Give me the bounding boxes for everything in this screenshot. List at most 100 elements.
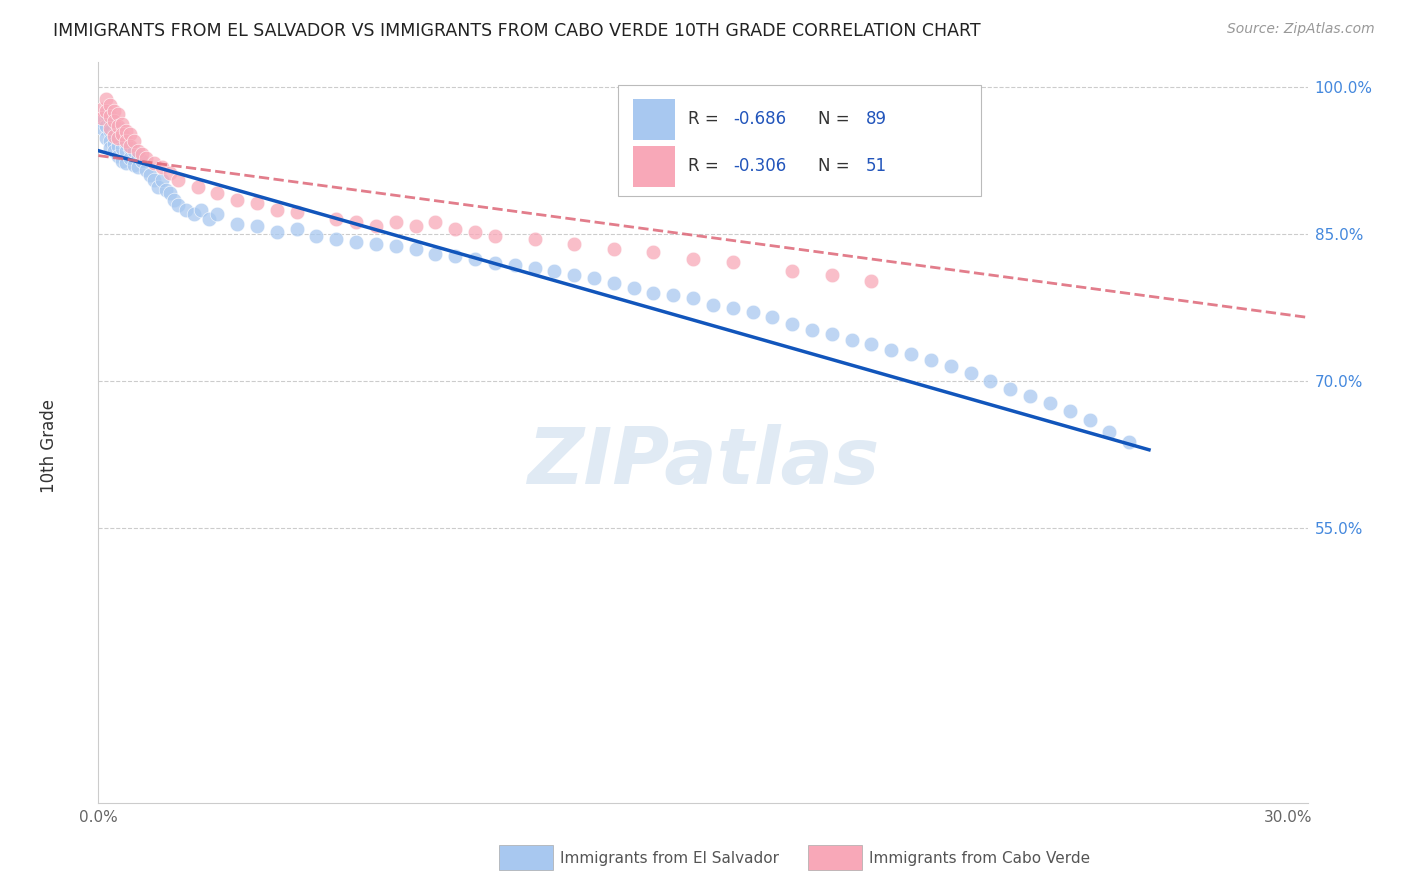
Point [702,298,724,312]
Point [1118,434,1140,449]
Point [120,151,142,165]
Point [91,114,114,128]
Point [150,173,173,187]
Text: Immigrants from El Salvador: Immigrants from El Salvador [560,851,779,865]
Point [821,268,844,283]
Text: 89: 89 [866,111,887,128]
Point [98,97,121,112]
Point [115,136,138,151]
Point [682,291,704,305]
Point [780,264,803,278]
Point [405,219,427,234]
FancyBboxPatch shape [633,146,675,186]
Point [163,193,186,207]
Point [111,117,134,131]
Point [900,347,922,361]
Point [603,242,626,256]
Point [860,337,883,351]
Point [523,261,546,276]
Point [96,92,118,106]
FancyBboxPatch shape [633,99,675,140]
Point [103,114,125,128]
Point [1098,425,1121,439]
Point [325,232,347,246]
Point [285,222,308,236]
Point [190,202,212,217]
Point [198,212,221,227]
Point [1019,389,1042,403]
Point [543,264,565,278]
Point [155,183,177,197]
Point [98,109,121,123]
Point [344,215,367,229]
Point [98,121,121,136]
Point [841,333,863,347]
FancyBboxPatch shape [619,85,981,195]
Point [103,136,125,151]
Point [91,112,114,126]
Point [662,288,685,302]
Point [107,107,129,121]
Point [115,156,138,170]
Point [142,173,165,187]
Text: R =: R = [689,111,724,128]
Point [741,305,763,319]
Point [444,222,467,236]
Text: Immigrants from Cabo Verde: Immigrants from Cabo Verde [869,851,1090,865]
Point [122,134,145,148]
Point [107,138,129,153]
Point [120,127,142,141]
Point [96,131,118,145]
Point [159,166,181,180]
Point [246,219,269,234]
Point [761,310,783,325]
Point [1059,403,1081,417]
Point [135,151,157,165]
Point [344,235,367,249]
Point [131,153,153,168]
Text: -0.306: -0.306 [734,157,786,175]
Point [115,124,138,138]
Point [444,249,467,263]
Point [484,229,506,244]
Point [103,104,125,119]
Point [643,244,665,259]
Point [111,153,134,168]
Point [503,259,526,273]
Point [142,156,165,170]
Text: 10th Grade: 10th Grade [41,399,58,493]
Point [111,141,134,155]
Point [425,246,447,260]
Point [364,236,387,251]
Point [246,195,269,210]
Point [107,148,129,162]
Point [166,197,188,211]
Point [582,271,605,285]
Point [135,163,157,178]
Point [266,225,288,239]
Point [96,104,118,119]
Point [127,161,149,175]
Point [103,128,125,143]
Point [979,374,1001,388]
Point [226,193,249,207]
Point [131,146,153,161]
Point [120,138,142,153]
Point [115,144,138,158]
Point [562,236,585,251]
Point [159,186,181,200]
Point [364,219,387,234]
Point [98,141,121,155]
Point [860,274,883,288]
Point [464,252,486,266]
Point [91,121,114,136]
Point [305,229,328,244]
Point [384,215,406,229]
Point [603,276,626,290]
Text: R =: R = [689,157,724,175]
Point [801,323,824,337]
Point [98,134,121,148]
Point [484,256,506,270]
Point [643,285,665,300]
Point [122,144,145,158]
